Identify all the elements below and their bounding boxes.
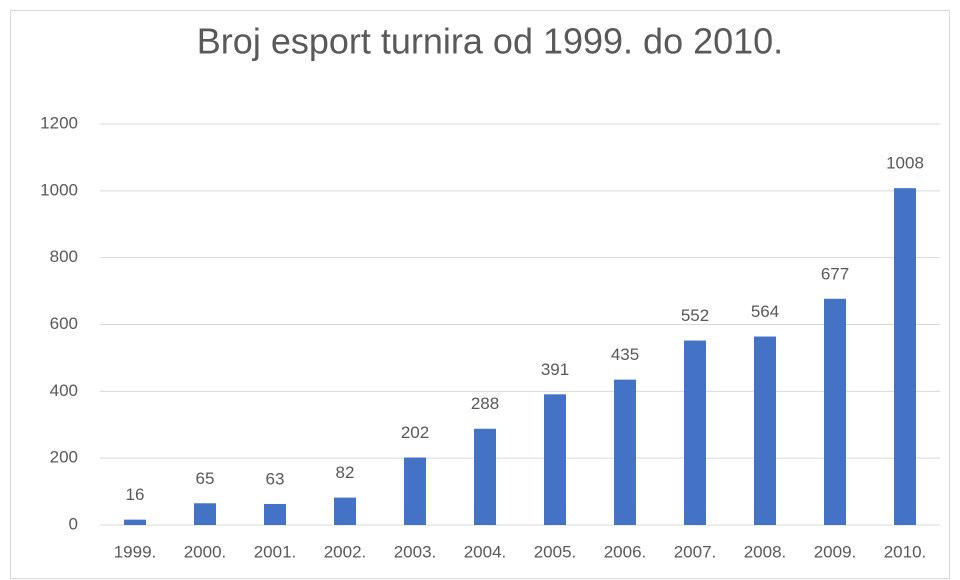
x-tick-label: 2004. <box>464 542 507 561</box>
data-label: 564 <box>751 302 779 321</box>
data-label: 552 <box>681 306 709 325</box>
bar <box>544 394 566 525</box>
x-tick-label: 2001. <box>254 542 297 561</box>
x-tick-label: 2003. <box>394 542 437 561</box>
bar <box>824 298 846 525</box>
data-label: 202 <box>401 423 429 442</box>
bar <box>264 503 286 525</box>
data-label: 82 <box>336 463 355 482</box>
y-tick-label: 0 <box>69 514 78 533</box>
data-label: 391 <box>541 360 569 379</box>
y-tick-label: 800 <box>50 247 78 266</box>
bar <box>684 340 706 525</box>
x-tick-label: 2007. <box>674 542 717 561</box>
data-label: 288 <box>471 394 499 413</box>
y-tick-label: 1200 <box>40 113 78 132</box>
data-label: 16 <box>126 485 145 504</box>
bar <box>404 457 426 525</box>
x-tick-label: 2009. <box>814 542 857 561</box>
bar <box>754 336 776 525</box>
data-label: 65 <box>196 469 215 488</box>
x-tick-label: 1999. <box>114 542 157 561</box>
y-tick-label: 600 <box>50 314 78 333</box>
bar <box>474 428 496 525</box>
bar <box>124 519 146 525</box>
x-tick-label: 2002. <box>324 542 367 561</box>
bar <box>334 497 356 525</box>
x-tick-label: 2005. <box>534 542 577 561</box>
data-label: 677 <box>821 264 849 283</box>
x-tick-label: 2008. <box>744 542 787 561</box>
data-label: 1008 <box>886 154 924 173</box>
y-tick-label: 1000 <box>40 180 78 199</box>
data-label: 63 <box>266 469 285 488</box>
chart-title: Broj esport turnira od 1999. do 2010. <box>197 21 783 62</box>
bar <box>194 503 216 525</box>
bar <box>614 379 636 525</box>
bar <box>894 188 916 525</box>
x-tick-label: 2000. <box>184 542 227 561</box>
y-tick-label: 200 <box>50 448 78 467</box>
data-label: 435 <box>611 345 639 364</box>
x-tick-label: 2010. <box>884 542 927 561</box>
x-tick-label: 2006. <box>604 542 647 561</box>
y-tick-label: 400 <box>50 381 78 400</box>
